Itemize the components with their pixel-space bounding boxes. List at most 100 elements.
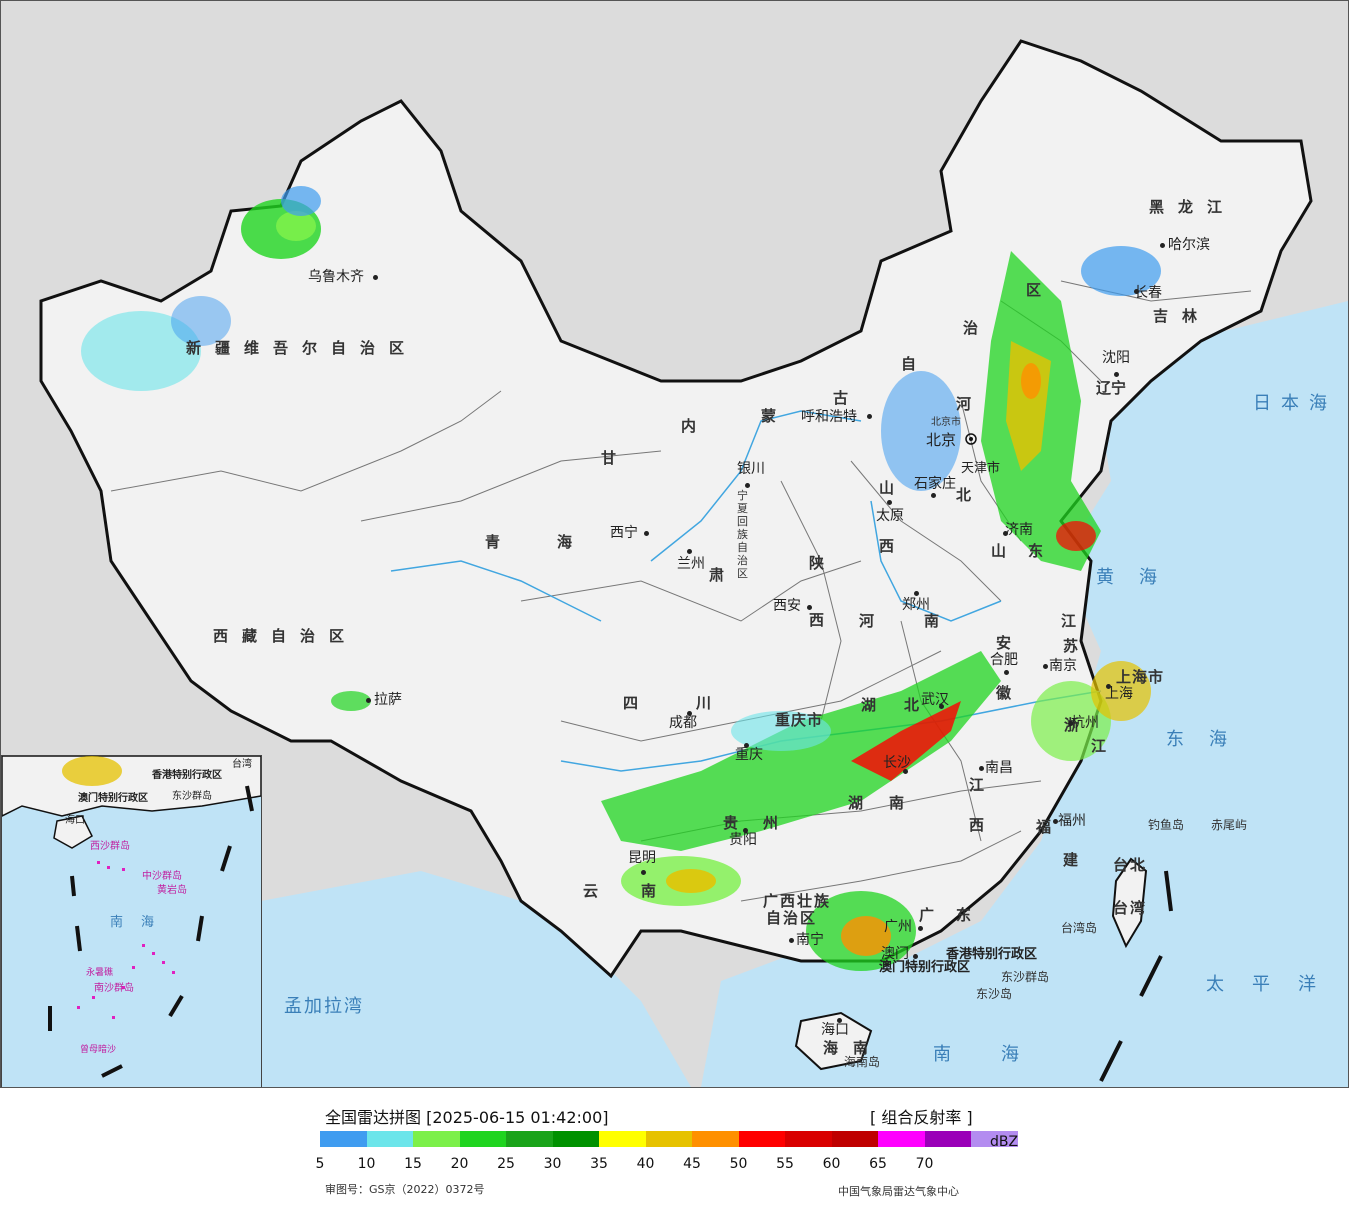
label-shanxi-1: 山 <box>879 479 909 497</box>
label-ningxia: 宁夏回族自治区 <box>737 489 748 580</box>
legend-panel: 全国雷达拼图 [2025-06-15 01:42:00] [ 组合反射率 ] d… <box>0 1088 1349 1208</box>
city-dot <box>979 766 984 771</box>
legend-title: 全国雷达拼图 [2025-06-15 01:42:00] <box>325 1108 609 1127</box>
label-hunan-2: 南 <box>889 794 919 812</box>
inset-land <box>2 756 261 817</box>
legend-swatch <box>320 1131 367 1147</box>
legend-tick-label: 30 <box>543 1156 562 1172</box>
city-label: 重庆 <box>735 747 763 763</box>
label-guangxi-2: 自治区 <box>766 909 818 927</box>
label-hainan-island: 海南岛 <box>844 1055 881 1069</box>
sea-area-west <box>261 871 691 1087</box>
label-shaanxi-2: 西 <box>809 611 839 629</box>
label-jiangsu-2: 苏 <box>1063 637 1093 655</box>
inset-islands <box>77 861 175 1019</box>
label-xizang: 西藏自治区 <box>213 627 359 645</box>
legend-tick-label: 25 <box>497 1156 515 1172</box>
city-dot <box>837 1018 842 1023</box>
radar-echoes <box>81 186 1161 971</box>
city-label: 兰州 <box>677 556 705 572</box>
legend-color-bar <box>320 1131 1018 1147</box>
label-shaanxi-1: 陕 <box>809 554 839 572</box>
label-neimenggu-3: 古 <box>833 389 863 407</box>
city-label: 南昌 <box>985 760 1013 776</box>
hainan-island <box>794 1011 873 1071</box>
label-heilongjiang: 黑龙江 <box>1149 198 1237 216</box>
legend-tick-label: 45 <box>683 1156 701 1172</box>
label-anhui-1: 安 <box>996 634 1026 652</box>
label-neimenggu-4: 自 <box>901 355 931 373</box>
city-dot <box>1004 670 1009 675</box>
city-label: 南宁 <box>796 932 824 948</box>
city-dot <box>1053 819 1058 824</box>
legend-tick-label: 20 <box>450 1156 469 1172</box>
label-liaoning-2: 宁 <box>1111 379 1141 397</box>
label-neimenggu-5: 治 <box>963 319 993 337</box>
map-approval-number: 审图号：GS京（2022）0372号 <box>325 1183 485 1196</box>
label-sichuan-2: 川 <box>696 694 726 712</box>
label-diaoyu: 钓鱼岛 <box>1148 818 1185 832</box>
label-yunnan-2: 南 <box>641 882 671 900</box>
label-guizhou-1: 贵 <box>723 814 753 832</box>
legend-tick-label: 5 <box>315 1156 325 1172</box>
south-china-sea-inset: 香港特别行政区 澳门特别行政区 东沙群岛 台湾 海口 西沙群岛 中沙群岛 黄岩岛… <box>1 755 262 1087</box>
city-label: 长春 <box>1134 285 1162 301</box>
label-shandong-2: 东 <box>1028 542 1058 560</box>
city-label: 杭州 <box>1071 715 1099 731</box>
label-jilin: 吉林 <box>1153 307 1212 325</box>
city-dot <box>366 698 371 703</box>
legend-swatch <box>738 1131 785 1147</box>
city-label: 西宁 <box>610 525 638 541</box>
map-canvas <box>39 39 1348 1087</box>
label-pacific: 太平洋 <box>1206 974 1344 995</box>
legend-unit: dBZ <box>990 1134 1019 1150</box>
city-label: 合肥 <box>990 652 1018 668</box>
city-label: 海口 <box>821 1022 849 1038</box>
label-hk: 香港特别行政区 <box>946 947 1038 962</box>
radar-map: 新疆维吾尔自治区 西藏自治区 青 海 甘 肃 四 川 云 南 内 蒙 古 自 治… <box>0 0 1349 1088</box>
label-gansu-1: 甘 <box>601 449 631 467</box>
legend-swatch <box>831 1131 878 1147</box>
city-label: 银川 <box>737 461 765 477</box>
city-label: 武汉 <box>921 692 949 708</box>
label-anhui-2: 徽 <box>996 684 1026 702</box>
legend-tick-label: 15 <box>404 1156 422 1172</box>
city-label: 南京 <box>1049 658 1077 674</box>
label-shanxi-2: 西 <box>879 537 909 555</box>
legend-tick-label: 10 <box>357 1156 376 1172</box>
inset-label-nansha: 南沙群岛 <box>94 983 134 994</box>
city-dot <box>743 828 748 833</box>
label-qinghai-2: 海 <box>557 533 587 551</box>
legend-swatch <box>459 1131 506 1147</box>
label-guangxi-1: 广西壮族 <box>763 892 832 910</box>
legend-ticks: 5 10 15 20 25 30 35 40 45 50 55 60 65 70 <box>0 1156 1349 1172</box>
label-beijing: 北京 <box>926 431 957 449</box>
city-dot <box>887 500 892 505</box>
city-dot <box>1043 664 1048 669</box>
inset-boundary <box>48 785 254 1078</box>
city-dot <box>1160 243 1165 248</box>
legend-tick-label: 65 <box>869 1156 887 1172</box>
label-henan-1: 河 <box>859 612 889 630</box>
city-dot <box>807 605 812 610</box>
city-label: 沈阳 <box>1102 350 1130 366</box>
city-dot <box>789 938 794 943</box>
city-dot <box>1114 372 1119 377</box>
inset-label-macau: 澳门特别行政区 <box>78 793 148 804</box>
city-label: 贵阳 <box>729 832 757 848</box>
label-hainan-2: 南 <box>853 1039 883 1057</box>
credit: 中国气象局雷达气象中心 <box>838 1185 959 1198</box>
city-dot <box>644 531 649 536</box>
label-jiangxi-1: 江 <box>969 776 999 794</box>
label-zhejiang-2: 江 <box>1091 737 1121 755</box>
label-chongqing: 重庆市 <box>775 711 824 729</box>
label-east-sea: 东海 <box>1166 729 1252 750</box>
legend-swatch <box>924 1131 971 1147</box>
label-tianjin: 天津市 <box>961 461 1001 476</box>
city-dot <box>1134 289 1139 294</box>
label-dongsha-group: 东沙群岛 <box>1001 970 1050 984</box>
legend-product: [ 组合反射率 ] <box>870 1108 973 1127</box>
city-dot <box>939 704 944 709</box>
label-beijing-small: 北京市 <box>931 417 961 428</box>
city-dot <box>903 769 908 774</box>
